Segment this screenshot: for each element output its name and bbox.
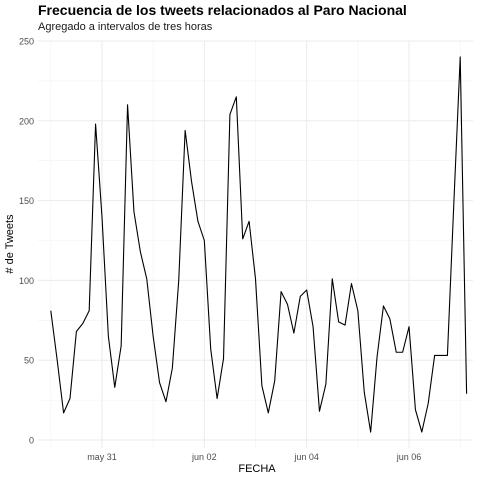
major-gridlines — [38, 40, 473, 448]
chart-subtitle: Agregado a intervalos de tres horas — [38, 21, 213, 33]
y-tick-label: 50 — [24, 356, 34, 366]
minor-gridlines — [38, 41, 473, 448]
x-tick-label: jun 06 — [396, 452, 422, 462]
y-tick-label: 150 — [19, 196, 34, 206]
y-tick-label: 100 — [19, 276, 34, 286]
y-axis-tick-labels: 0 50 100 150 200 250 — [19, 37, 34, 446]
x-tick-label: jun 02 — [191, 452, 217, 462]
y-tick-label: 200 — [19, 116, 34, 126]
x-tick-label: may 31 — [87, 452, 117, 462]
x-axis-tick-labels: may 31 jun 02 jun 04 jun 06 — [87, 452, 421, 462]
x-axis-label: FECHA — [238, 463, 276, 475]
x-tick-label: jun 04 — [293, 452, 319, 462]
chart-title: Frecuencia de los tweets relacionados al… — [38, 2, 407, 18]
y-tick-label: 0 — [29, 436, 34, 446]
series-line — [50, 56, 468, 433]
y-tick-label: 250 — [19, 37, 34, 47]
y-axis-label: # de Tweets — [4, 214, 16, 274]
series-layer — [50, 56, 468, 433]
